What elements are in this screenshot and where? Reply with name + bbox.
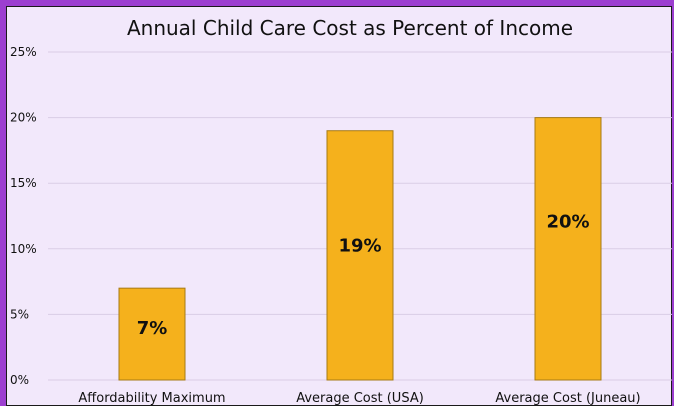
chart-title: Annual Child Care Cost as Percent of Inc… <box>127 16 573 40</box>
bar <box>118 287 186 381</box>
x-axis-ticks: Affordability Maximum Average Cost (USA) A… <box>78 391 640 406</box>
bar-value-label: 7% <box>137 318 168 339</box>
data-labels: 7% 19% 20% <box>137 212 590 340</box>
y-axis-ticks: 0% 5% 10% 15% 20% 25% <box>10 45 37 387</box>
y-tick-label: 15% <box>10 176 37 190</box>
x-tick-label: Average Cost (USA) <box>296 391 424 406</box>
y-tick-label: 10% <box>10 242 37 256</box>
x-tick-label: Average Cost (Juneau) <box>495 391 640 406</box>
y-tick-label: 20% <box>10 111 37 125</box>
y-tick-label: 0% <box>10 373 29 387</box>
bars <box>118 117 602 381</box>
bar-value-label: 19% <box>338 236 381 257</box>
y-tick-label: 5% <box>10 307 29 321</box>
x-tick-label: Affordability Maximum <box>78 391 225 406</box>
bar-value-label: 20% <box>546 212 589 233</box>
bar <box>534 117 602 381</box>
bar <box>326 130 394 381</box>
y-tick-label: 25% <box>10 45 37 59</box>
